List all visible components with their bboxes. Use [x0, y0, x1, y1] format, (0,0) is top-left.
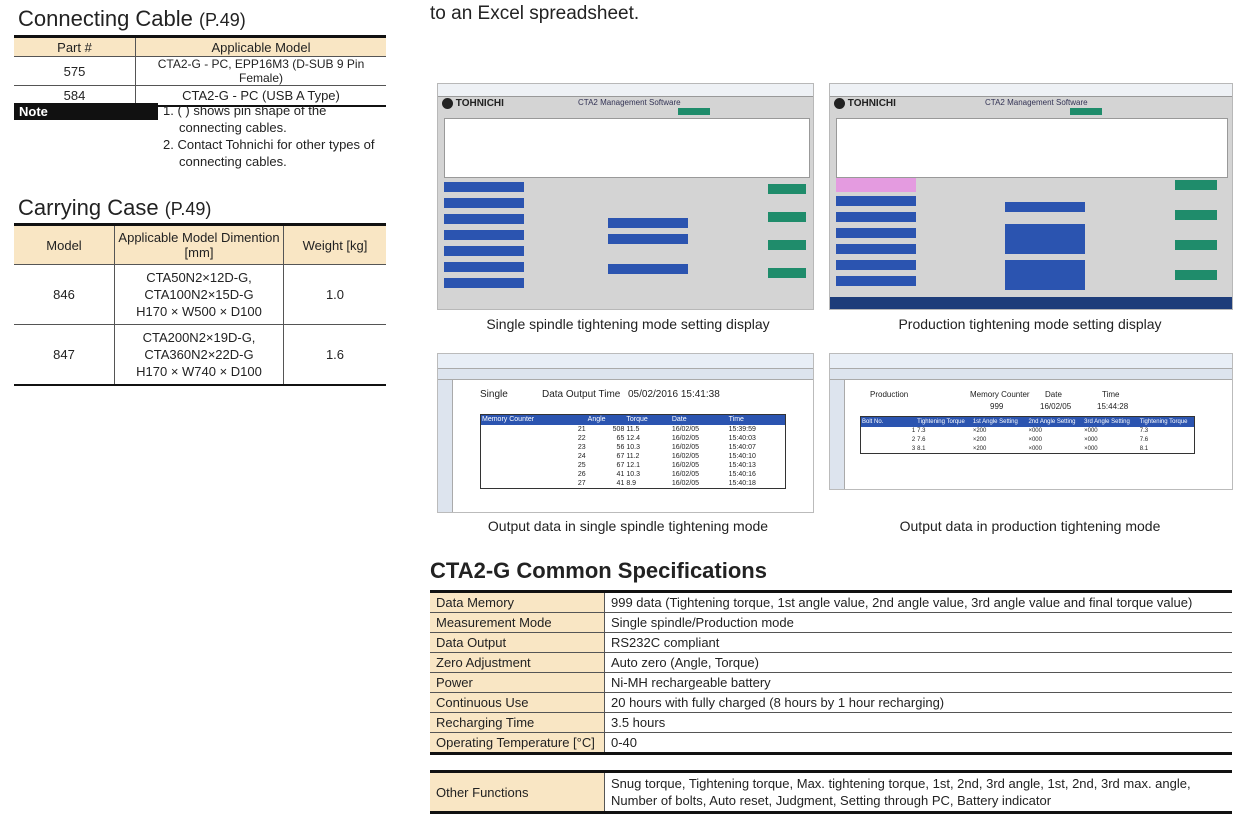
spec-label: Power [430, 672, 605, 693]
spec-value: Auto zero (Angle, Torque) [604, 652, 1232, 673]
excel-counter-value: 999 [990, 402, 1004, 411]
case-title: Carrying Case [18, 195, 159, 220]
cable-page-ref: (P.49) [199, 10, 246, 30]
spec-value: 0-40 [604, 732, 1232, 755]
other-functions-table: Other Functions Snug torque, Tightening … [430, 770, 1232, 814]
caption-single-screen: Single spindle tightening mode setting d… [486, 316, 770, 332]
excel-time-value: 15:44:28 [1097, 402, 1129, 411]
spec-label: Continuous Use [430, 692, 605, 713]
spec-value: 20 hours with fully charged (8 hours by … [604, 692, 1232, 713]
logo: TOHNICHI [834, 98, 896, 109]
cable-heading: Connecting Cable (P.49) [18, 6, 246, 32]
case-model: 846 [14, 264, 115, 325]
caption-single-output: Output data in single spindle tightening… [487, 518, 769, 534]
spec-title: CTA2-G Common Specifications [430, 558, 767, 583]
other-functions-label: Other Functions [430, 770, 605, 814]
table-row: 1 7.3 ×200 ×000 ×000 7.3 [911, 428, 1149, 434]
table-row: 575 CTA2-G - PC, EPP16M3 (D-SUB 9 Pin Fe… [14, 56, 386, 86]
intro-text: to an Excel spreadsheet. [430, 3, 640, 24]
spec-label: Data Memory [430, 590, 605, 613]
case-table: Model Applicable Model Dimention [mm] We… [14, 223, 386, 386]
spec-label: Data Output [430, 632, 605, 653]
spec-label: Zero Adjustment [430, 652, 605, 673]
note-item: 1. ( ) shows pin shape of the connecting… [163, 103, 327, 135]
cable-model: CTA2-G - PC, EPP16M3 (D-SUB 9 Pin Female… [135, 56, 386, 86]
spec-value: RS232C compliant [604, 632, 1232, 653]
table-row: 21 508 11.5 16/02/05 15:39:59 [577, 425, 756, 433]
case-dimension: CTA200N2×19D-G, CTA360N2×22D-G H170 × W740… [114, 324, 284, 386]
table-row: 25 67 12.1 16/02/05 15:40:13 [577, 461, 756, 469]
excel-mode-label: Single [480, 389, 508, 400]
case-header-model: Model [14, 223, 115, 265]
table-row: Zero Adjustment Auto zero (Angle, Torque) [430, 652, 1232, 673]
excel-mode-label: Production [870, 390, 909, 399]
table-row: Measurement Mode Single spindle/Productio… [430, 612, 1232, 633]
excel-single-table: Memory Counter Angle Torque Date Time 21 508 1… [480, 414, 786, 489]
spec-label: Recharging Time [430, 712, 605, 733]
excel-date-value: 16/02/05 [1040, 402, 1072, 411]
case-heading: Carrying Case (P.49) [18, 195, 211, 221]
excel-production: Production Memory Counter 999 Date 16/02… [829, 353, 1233, 490]
note-badge-wrap: Note [14, 103, 158, 120]
cable-part: 575 [14, 56, 136, 86]
spec-table: Data Memory 999 data (Tightening torque, … [430, 590, 1232, 755]
table-row: 2 7.6 ×200 ×000 ×000 7.6 [911, 437, 1149, 443]
note-list: 1. ( ) shows pin shape of the connecting… [163, 102, 388, 170]
table-row: Continuous Use 20 hours with fully charge… [430, 692, 1232, 713]
other-functions-value: Snug torque, Tightening torque, Max. tig… [604, 770, 1232, 814]
screenshot-single: TOHNICHI CTA2 Management Software [437, 83, 814, 310]
screenshot-production: TOHNICHI CTA2 Management Software [829, 83, 1233, 310]
note-item: 2. Contact Tohnichi for other types of c… [163, 137, 375, 169]
caption-production-output: Output data in production tightening mod… [899, 518, 1161, 534]
cable-table: Part # Applicable Model 575 CTA2-G - PC,… [14, 35, 386, 107]
cable-header-model: Applicable Model [135, 35, 386, 57]
case-weight: 1.0 [283, 264, 386, 325]
caption-production-screen: Production tightening mode setting displ… [898, 316, 1162, 332]
excel-date-label: Date [1045, 390, 1062, 399]
table-row: 847 CTA200N2×19D-G, CTA360N2×22D-G H170 × … [14, 324, 386, 386]
table-row: 846 CTA50N2×12D-G, CTA100N2×15D-G H170 × W… [14, 264, 386, 325]
case-dimension: CTA50N2×12D-G, CTA100N2×15D-G H170 × W500 … [114, 264, 284, 325]
case-header-weight: Weight [kg] [283, 223, 386, 265]
excel-counter-label: Memory Counter [970, 390, 1030, 399]
spec-value: Single spindle/Production mode [604, 612, 1232, 633]
table-row: Recharging Time 3.5 hours [430, 712, 1232, 733]
logo: TOHNICHI [442, 98, 504, 109]
note-badge: Note [14, 103, 158, 120]
table-row: 24 67 11.2 16/02/05 15:40:10 [577, 452, 756, 460]
table-row: Operating Temperature [°C] 0-40 [430, 732, 1232, 755]
app-title: CTA2 Management Software [985, 98, 1088, 107]
case-header-dimension: Applicable Model Dimention [mm] [114, 223, 284, 265]
table-row: 26 41 10.3 16/02/05 15:40:16 [577, 470, 756, 478]
table-row: 22 65 12.4 16/02/05 15:40:03 [577, 434, 756, 442]
table-row: 3 8.1 ×200 ×000 ×000 8.1 [911, 445, 1149, 452]
excel-production-table: Bolt No. Tightening Torque 1st Angle Setti… [860, 416, 1195, 454]
case-model: 847 [14, 324, 115, 386]
excel-time-label: Time [1102, 390, 1120, 399]
excel-output-label: Data Output Time [542, 389, 621, 400]
case-weight: 1.6 [283, 324, 386, 386]
table-row: Data Memory 999 data (Tightening torque, … [430, 590, 1232, 613]
cable-model: CTA2-G - PC (USB A Type) [135, 85, 386, 107]
app-title: CTA2 Management Software [578, 98, 681, 107]
table-row: 584 CTA2-G - PC (USB A Type) [14, 85, 386, 107]
spec-value: 999 data (Tightening torque, 1st angle v… [604, 590, 1232, 613]
spec-label: Measurement Mode [430, 612, 605, 633]
table-row: 23 56 10.3 16/02/05 15:40:07 [577, 443, 756, 451]
cable-title: Connecting Cable [18, 6, 193, 31]
table-row: Data Output RS232C compliant [430, 632, 1232, 653]
spec-value: 3.5 hours [604, 712, 1232, 733]
case-page-ref: (P.49) [164, 199, 212, 219]
spec-value: Ni-MH rechargeable battery [604, 672, 1232, 693]
excel-output-time: 05/02/2016 15:41:38 [628, 389, 720, 400]
excel-single: Single Data Output Time 05/02/2016 15:41… [437, 353, 814, 513]
cable-header-part: Part # [14, 35, 136, 57]
table-row: Other Functions Snug torque, Tightening … [430, 770, 1232, 814]
table-row: Power Ni-MH rechargeable battery [430, 672, 1232, 693]
spec-label: Operating Temperature [°C] [430, 732, 605, 755]
table-row: 27 41 8.9 16/02/05 15:40:18 [577, 479, 756, 487]
